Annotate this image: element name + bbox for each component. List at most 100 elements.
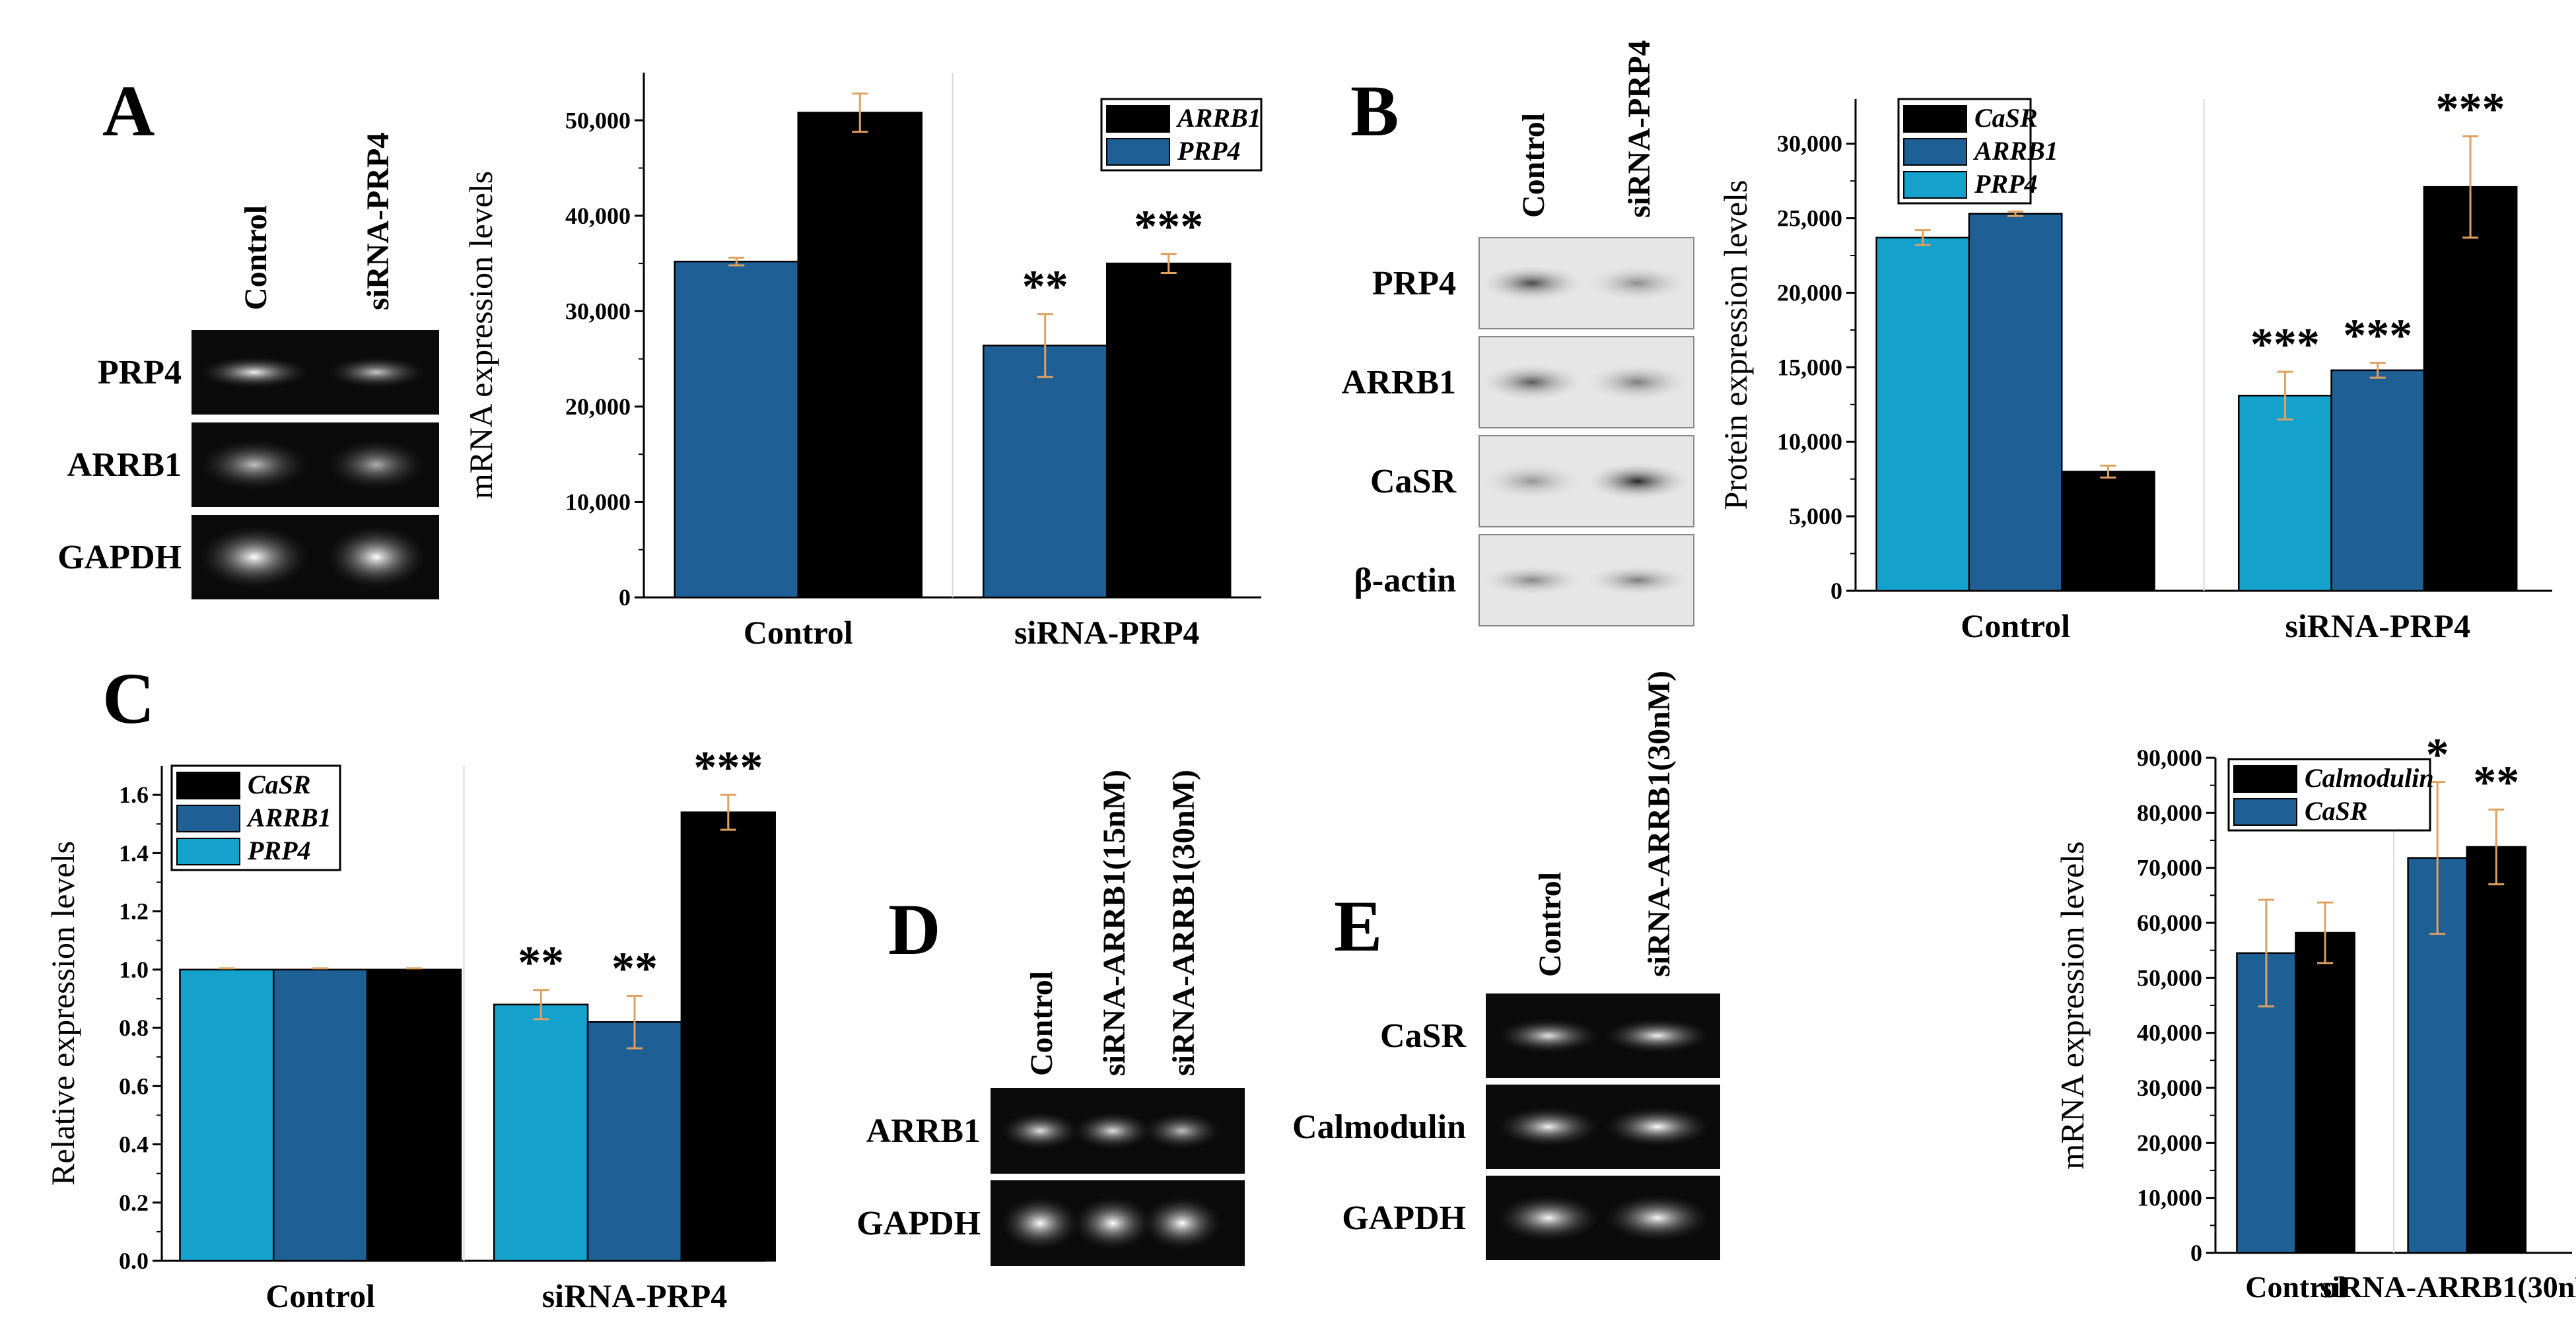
legend-label: CaSR — [1974, 103, 2038, 133]
blot-band — [201, 357, 307, 387]
blot-panel-a: Control siRNA-PRP4 PRP4 ARRB1 GAPDH — [57, 133, 439, 599]
y-axis-label: mRNA expression levels — [462, 171, 499, 499]
y-tick-label: 1.4 — [119, 840, 149, 866]
legend-label: CaSR — [248, 770, 311, 799]
bar-arrb1-0 — [1968, 213, 2063, 592]
x-category-label: Control — [2245, 1270, 2346, 1304]
y-axis-label: Relative expression levels — [44, 841, 81, 1186]
y-tick-label: 60,000 — [2137, 910, 2202, 936]
chart-a: 0 10,000 20,000 30,000 40,000 50,000 mRNA expr… — [462, 73, 1263, 651]
bar-arrb1-1 — [2330, 369, 2425, 592]
significance-mark: ** — [1022, 262, 1068, 313]
bar-casr-0 — [2061, 471, 2155, 592]
blot-band — [1588, 266, 1687, 300]
blot-band — [1499, 1108, 1598, 1146]
x-category-label: Control — [265, 1277, 375, 1314]
blot-lane-label-2: siRNA-ARRB1(30nM) — [1166, 770, 1201, 1076]
bar-arrb1-0 — [797, 112, 922, 599]
significance-mark: ** — [2473, 757, 2519, 808]
significance-mark: *** — [1134, 202, 1203, 253]
blot-lane-label-1: siRNA-PRP4 — [1622, 40, 1657, 218]
y-tick-label: 0 — [619, 584, 631, 611]
panel-letter-c: C — [102, 658, 155, 739]
legend-label: PRP4 — [1177, 136, 1241, 166]
blot-lane-label-0: Control — [1533, 872, 1568, 977]
legend-label: ARRB1 — [246, 803, 331, 832]
blot-band — [201, 440, 307, 489]
y-tick-label: 40,000 — [565, 203, 631, 229]
blot-band — [328, 357, 425, 387]
y-tick-label: 50,000 — [565, 107, 631, 133]
chart-b: 0 5,000 10,000 15,000 20,000 25,000 30,000 Prot… — [1717, 84, 2552, 644]
blot-row-label-0: PRP4 — [1372, 265, 1456, 302]
blot-band — [1074, 1197, 1151, 1249]
blot-band — [1499, 1019, 1598, 1052]
chart-layer: 0 10,000 20,000 30,000 40,000 50,000 mRNA expr… — [44, 73, 2576, 1314]
legend-swatch — [176, 805, 240, 832]
legend-label: Calmodulin — [2305, 763, 2434, 793]
blot-row-label-2: GAPDH — [1342, 1199, 1466, 1237]
blot-row-label-0: CaSR — [1380, 1017, 1467, 1055]
blot-lane-label-0: Control — [1516, 113, 1551, 218]
y-tick-label: 30,000 — [1777, 131, 1842, 157]
blot-band — [1606, 1019, 1709, 1052]
bar-calmodulin-1 — [2466, 846, 2527, 1254]
blot-band — [1144, 1113, 1220, 1149]
y-tick-label: 1.6 — [119, 782, 149, 808]
blot-lane-label-1: siRNA-ARRB1(15nM) — [1097, 770, 1132, 1076]
panel-letter-b: B — [1350, 71, 1399, 151]
blot-lane-label-1: siRNA-PRP4 — [361, 133, 396, 310]
blot-lane-label-0: Control — [238, 205, 273, 310]
bar-arrb1-1 — [1106, 262, 1232, 599]
legend-swatch — [2233, 798, 2297, 826]
bar-prp4-1 — [983, 345, 1108, 599]
y-tick-label: 0.4 — [119, 1131, 149, 1158]
significance-mark: *** — [2343, 311, 2412, 362]
y-tick-label: 30,000 — [2137, 1075, 2202, 1101]
legend-swatch — [1106, 138, 1170, 166]
blot-lane-label-0: Control — [1024, 971, 1059, 1076]
blot-band — [1144, 1197, 1220, 1249]
legend-label: CaSR — [2305, 796, 2368, 826]
significance-mark: ** — [611, 944, 658, 995]
legend-label: PRP4 — [247, 836, 311, 865]
blot-band — [1588, 364, 1687, 400]
y-tick-label: 10,000 — [565, 488, 631, 515]
y-tick-label: 20,000 — [2137, 1129, 2202, 1156]
blot-lane-label-1: siRNA-ARRB1(30nM) — [1642, 671, 1677, 977]
legend-label: ARRB1 — [1972, 136, 2058, 166]
blot-band — [1482, 364, 1582, 400]
blot-row-label-0: PRP4 — [98, 354, 182, 391]
y-tick-label: 10,000 — [1777, 428, 1842, 455]
legend-swatch — [1903, 105, 1967, 133]
bar-prp4-0 — [1875, 236, 1970, 592]
panel-letter-d: D — [888, 889, 940, 970]
legend-swatch — [2233, 765, 2297, 793]
y-tick-label: 20,000 — [1777, 279, 1842, 306]
bar-calmodulin-0 — [2295, 931, 2355, 1254]
blot-band — [328, 527, 425, 588]
blot-panel-d: Control siRNA-ARRB1(15nM) siRNA-ARRB1(30nM… — [856, 770, 1245, 1266]
y-tick-label: 25,000 — [1777, 205, 1842, 232]
blot-row-label-2: GAPDH — [57, 539, 182, 576]
y-tick-label: 15,000 — [1777, 354, 1842, 380]
blot-band — [1588, 566, 1687, 595]
significance-mark: *** — [693, 743, 763, 793]
blot-row-label-1: ARRB1 — [67, 446, 182, 484]
blot-band — [1074, 1113, 1151, 1149]
x-category-label: siRNA-PRP4 — [2285, 607, 2470, 644]
y-axis-label: mRNA expression levels — [2054, 841, 2091, 1169]
blot-band — [1482, 463, 1582, 499]
legend-label: ARRB1 — [1175, 103, 1261, 133]
panel-letter-a: A — [102, 71, 155, 151]
y-tick-label: 0 — [2190, 1240, 2202, 1266]
blot-band — [328, 440, 425, 489]
bar-arrb1-0 — [273, 968, 368, 1262]
blot-row-label-1: ARRB1 — [1342, 364, 1456, 401]
legend-swatch — [176, 838, 240, 865]
y-tick-label: 0.2 — [119, 1190, 149, 1216]
blot-row-label-2: CaSR — [1370, 463, 1457, 500]
legend-swatch — [1106, 105, 1170, 133]
significance-mark: *** — [2436, 84, 2505, 135]
